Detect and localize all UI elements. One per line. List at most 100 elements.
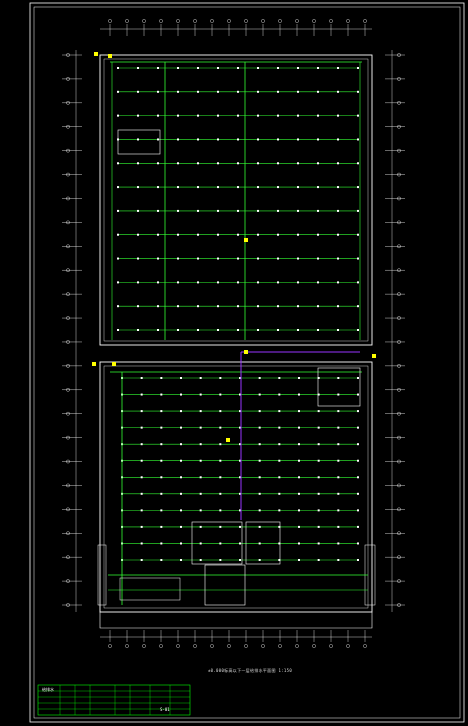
axis-bubble-left xyxy=(66,316,70,320)
sprinkler-head xyxy=(317,509,320,512)
sprinkler-head xyxy=(197,329,199,331)
sprinkler-head xyxy=(219,492,222,495)
axis-bubble-right xyxy=(397,579,401,583)
sprinkler-head xyxy=(357,257,359,260)
axis-bubble-right xyxy=(397,459,401,464)
sprinkler-head xyxy=(357,377,359,379)
axis-bubble-bottom xyxy=(108,644,112,648)
axis-bubble-left xyxy=(66,220,70,225)
valve-symbol xyxy=(244,350,248,354)
sprinkler-head xyxy=(337,525,340,528)
sprinkler-head xyxy=(180,542,182,545)
axis-bubble-left xyxy=(66,244,70,249)
sprinkler-head xyxy=(297,67,299,69)
sprinkler-head xyxy=(239,443,241,446)
sprinkler-head xyxy=(177,162,179,165)
sprinkler-head xyxy=(337,186,339,189)
sprinkler-head xyxy=(317,426,320,429)
axis-bubble-right xyxy=(397,292,401,296)
sprinkler-head xyxy=(237,67,239,69)
sprinkler-head xyxy=(257,329,259,331)
sprinkler-head xyxy=(137,162,139,165)
sprinkler-head xyxy=(237,138,239,141)
axis-bubble-right xyxy=(397,387,401,392)
sprinkler-head xyxy=(160,525,163,528)
sprinkler-head xyxy=(180,459,182,462)
axis-bubble-bottom xyxy=(329,644,333,648)
sprinkler-head xyxy=(219,525,222,528)
sprinkler-head xyxy=(199,377,202,379)
sprinkler-head xyxy=(199,410,202,413)
sprinkler-head xyxy=(298,426,300,429)
sprinkler-head xyxy=(257,209,259,212)
sprinkler-head xyxy=(337,257,339,260)
sprinkler-head xyxy=(357,281,359,284)
axis-bubble-left xyxy=(66,101,70,105)
sprinkler-head xyxy=(277,162,279,165)
sprinkler-head xyxy=(298,377,300,379)
sprinkler-head xyxy=(117,114,119,117)
sprinkler-head xyxy=(137,233,139,236)
stair-room-north xyxy=(117,129,161,155)
sprinkler-head xyxy=(277,138,279,141)
axis-bubble-left xyxy=(66,435,70,440)
sprinkler-head xyxy=(337,281,339,284)
north-block-inner-wall xyxy=(103,58,369,342)
sprinkler-head xyxy=(278,410,281,413)
sprinkler-head xyxy=(197,162,199,165)
sprinkler-head xyxy=(278,509,281,512)
sprinkler-head xyxy=(278,476,281,479)
sprinkler-head xyxy=(160,377,163,379)
sprinkler-head xyxy=(157,114,159,117)
valve-symbol xyxy=(226,438,230,442)
axis-bubble-bottom xyxy=(210,644,214,648)
sprinkler-head xyxy=(317,459,320,462)
axis-bubble-right xyxy=(397,196,401,201)
sprinkler-head xyxy=(237,257,239,260)
sprinkler-head xyxy=(199,476,202,479)
sprinkler-head xyxy=(199,492,202,495)
sprinkler-head xyxy=(219,393,222,396)
sprinkler-head xyxy=(278,459,281,462)
sprinkler-head xyxy=(317,377,320,379)
sprinkler-head xyxy=(297,114,299,117)
axis-bubble-left xyxy=(66,268,70,273)
sprinkler-head xyxy=(239,410,241,413)
sprinkler-head xyxy=(278,492,281,495)
sprinkler-head xyxy=(117,257,119,260)
valve-symbol xyxy=(244,238,248,242)
sprinkler-head xyxy=(217,186,219,189)
sprinkler-head xyxy=(217,281,219,284)
axis-bubble-left xyxy=(66,340,70,344)
axis-bubble-right xyxy=(397,316,401,320)
axis-bubble-top xyxy=(125,19,129,23)
axis-bubble-top xyxy=(329,19,333,23)
sprinkler-head xyxy=(219,459,222,462)
sprinkler-head xyxy=(357,509,359,512)
sprinkler-head xyxy=(177,90,179,93)
valve-symbol xyxy=(92,362,96,366)
axis-bubble-right xyxy=(397,483,401,488)
sprinkler-head xyxy=(197,305,199,308)
sprinkler-head xyxy=(298,393,300,396)
sprinkler-head xyxy=(317,525,320,528)
sprinkler-head xyxy=(317,257,319,260)
sprinkler-head xyxy=(197,67,199,69)
sprinkler-head xyxy=(197,257,199,260)
sprinkler-head xyxy=(197,233,199,236)
sprinkler-head xyxy=(219,559,222,561)
sprinkler-head xyxy=(140,459,143,462)
sprinkler-head xyxy=(297,186,299,189)
sprinkler-head xyxy=(357,542,359,545)
west-annex-wall xyxy=(97,544,107,606)
sprinkler-head xyxy=(219,443,222,446)
pipe-network xyxy=(108,61,368,605)
axis-bubble-left xyxy=(66,53,70,57)
axis-bubble-left xyxy=(66,172,70,177)
axis-bubble-top xyxy=(227,19,231,23)
sprinkler-head xyxy=(337,67,339,69)
axis-bubble-top xyxy=(278,19,282,23)
sprinkler-head xyxy=(197,281,199,284)
axis-bubble-right xyxy=(397,340,401,344)
